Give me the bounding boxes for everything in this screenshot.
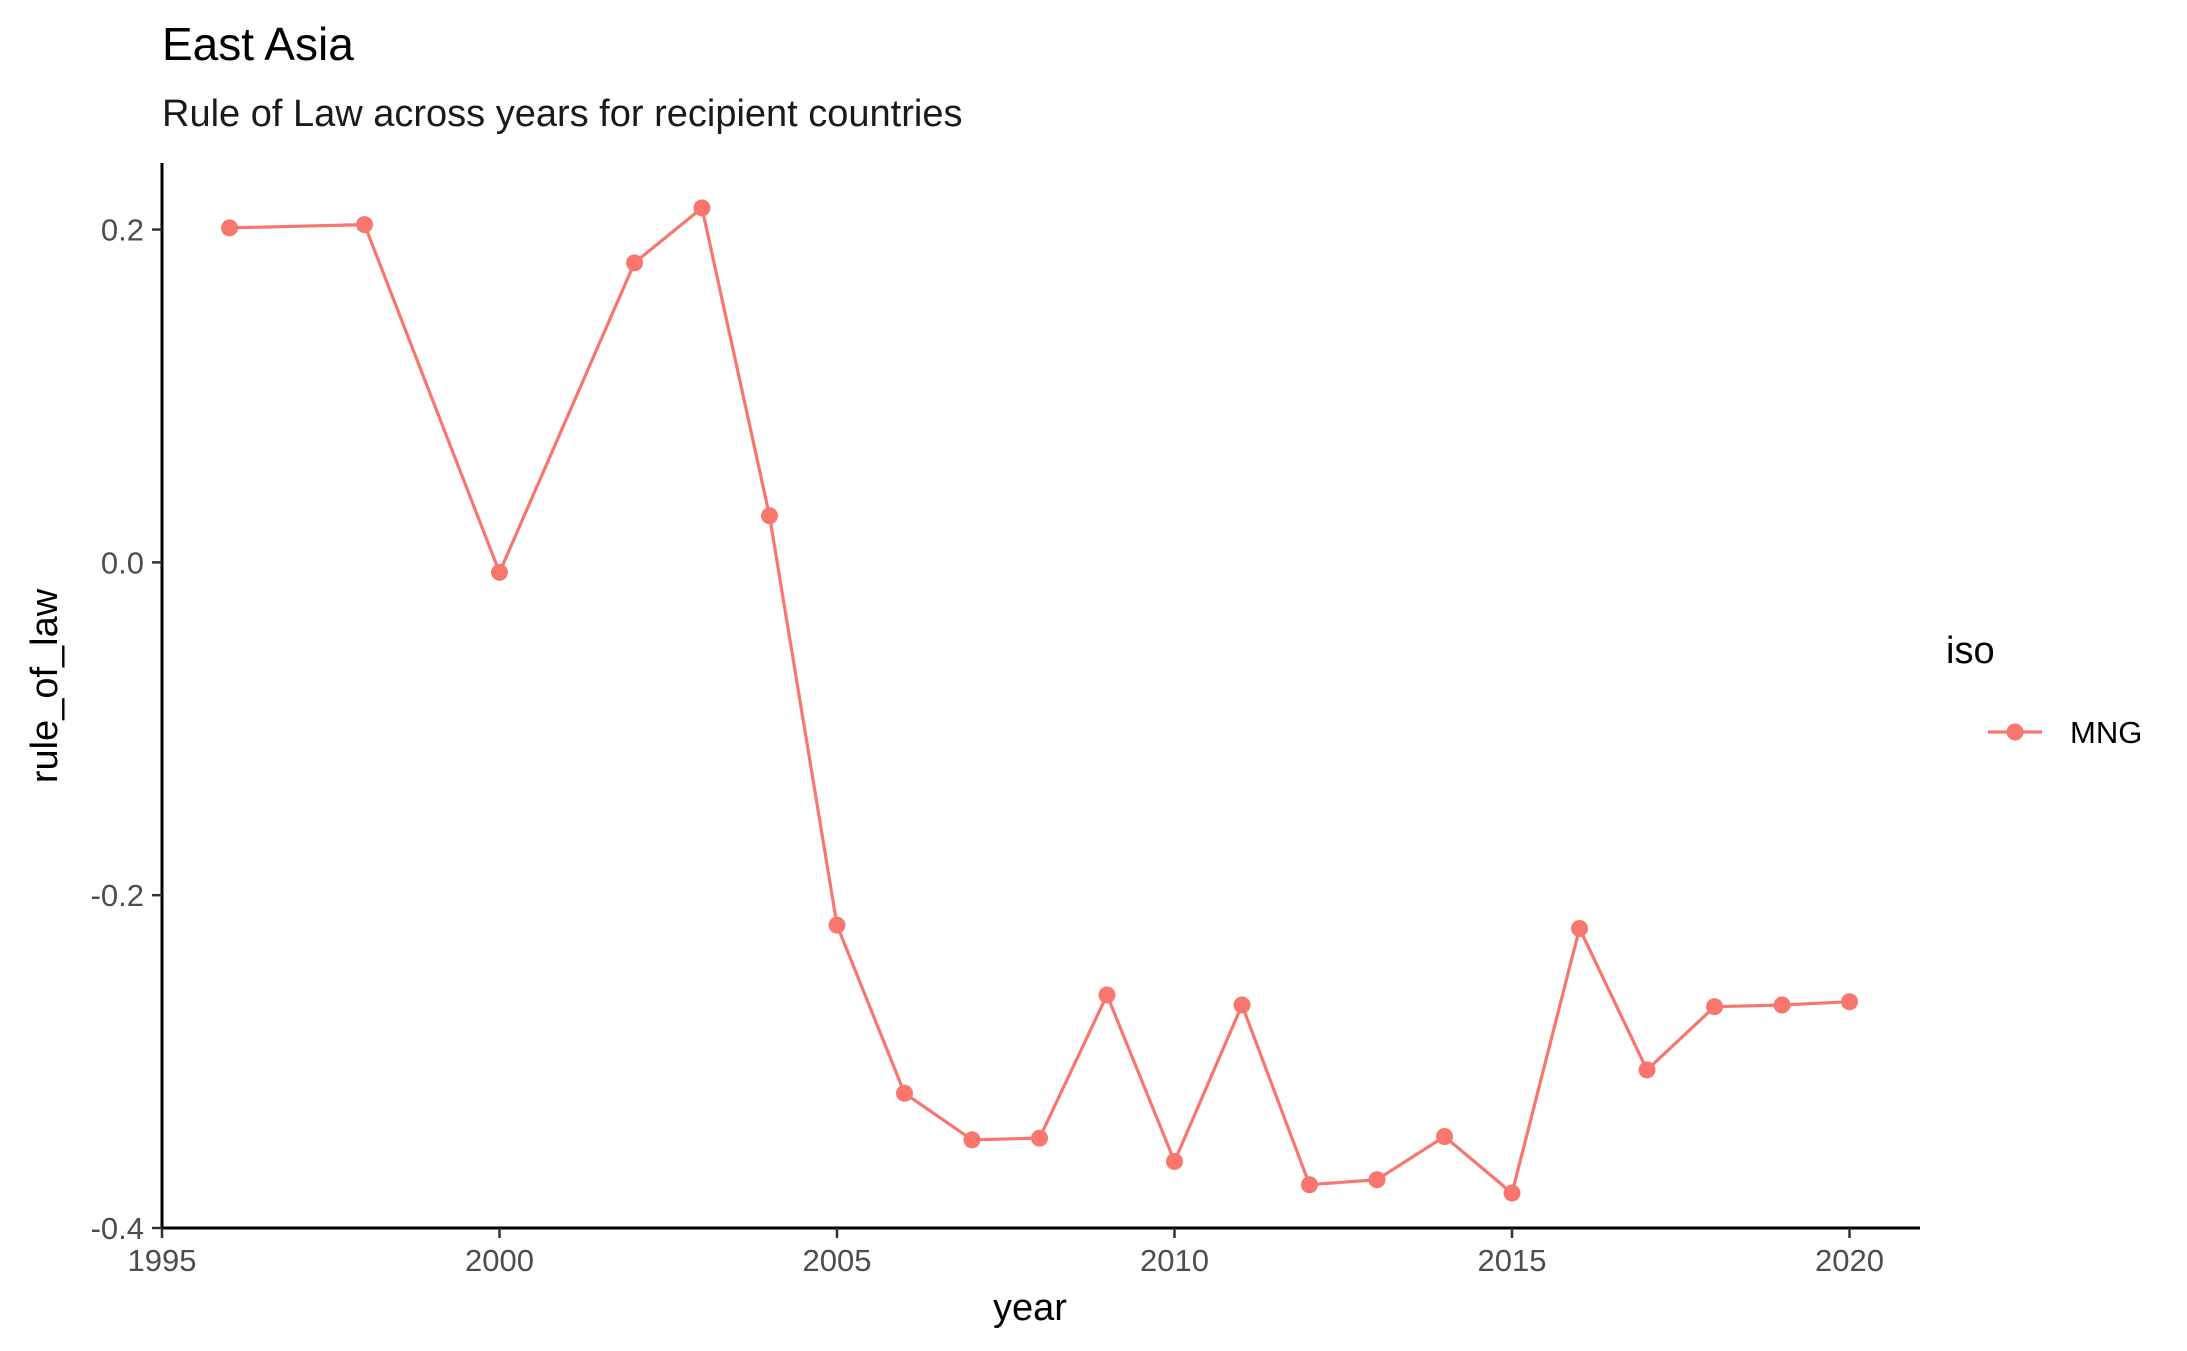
x-tick-label: 1995: [128, 1243, 197, 1278]
y-tick-label: -0.4: [91, 1211, 144, 1246]
x-tick-label: 2020: [1815, 1243, 1884, 1278]
series-line-mng: [229, 206, 1850, 1195]
legend-key-point: [2006, 723, 2024, 741]
legend-items: MNG: [1988, 715, 2142, 750]
data-point: [1773, 996, 1791, 1014]
y-axis-ticks: -0.4 -0.2 0.0 0.2: [91, 213, 162, 1246]
chart-subtitle: Rule of Law across years for recipient c…: [162, 93, 962, 135]
data-point: [356, 216, 373, 234]
legend-item-mng: MNG: [1988, 715, 2142, 750]
data-point: [1503, 1184, 1521, 1202]
data-point: [1098, 986, 1116, 1004]
data-point: [1638, 1061, 1656, 1079]
y-axis-title: rule_of_law: [24, 588, 66, 783]
legend-title: iso: [1946, 630, 1995, 672]
data-point: [1233, 996, 1251, 1014]
data-point: [1301, 1176, 1318, 1194]
x-axis-ticks: 1995 2000 2005 2010 2015 2020: [128, 1228, 1884, 1278]
series-layer: [221, 199, 1858, 1202]
x-tick-label: 2000: [465, 1243, 534, 1278]
data-point: [896, 1084, 913, 1102]
y-tick-label: 0.2: [101, 213, 144, 248]
legend-label: MNG: [2070, 715, 2142, 750]
x-axis-title: year: [993, 1287, 1067, 1329]
y-tick-label: -0.2: [91, 878, 144, 913]
data-point: [828, 916, 846, 934]
data-point: [1166, 1152, 1183, 1170]
x-tick-label: 2015: [1478, 1243, 1547, 1278]
data-point: [1031, 1129, 1048, 1147]
data-point: [626, 254, 643, 272]
data-point: [1841, 993, 1858, 1011]
data-point: [1368, 1171, 1386, 1189]
data-point: [221, 219, 238, 237]
x-tick-label: 2005: [803, 1243, 872, 1278]
data-point: [761, 507, 778, 525]
chart-title: East Asia: [162, 18, 354, 70]
data-point: [491, 563, 508, 581]
data-point: [693, 199, 711, 217]
data-point: [963, 1131, 981, 1149]
data-point: [1706, 998, 1723, 1016]
plot-area: 1995 2000 2005 2010 2015 2020 -0.4 -0.2 0.0 0.2: [91, 163, 1920, 1278]
legend: iso MNG: [1946, 630, 2142, 750]
data-point: [1436, 1127, 1453, 1145]
x-tick-label: 2010: [1140, 1243, 1209, 1278]
data-point: [1571, 919, 1588, 937]
y-tick-label: 0.0: [101, 545, 144, 580]
